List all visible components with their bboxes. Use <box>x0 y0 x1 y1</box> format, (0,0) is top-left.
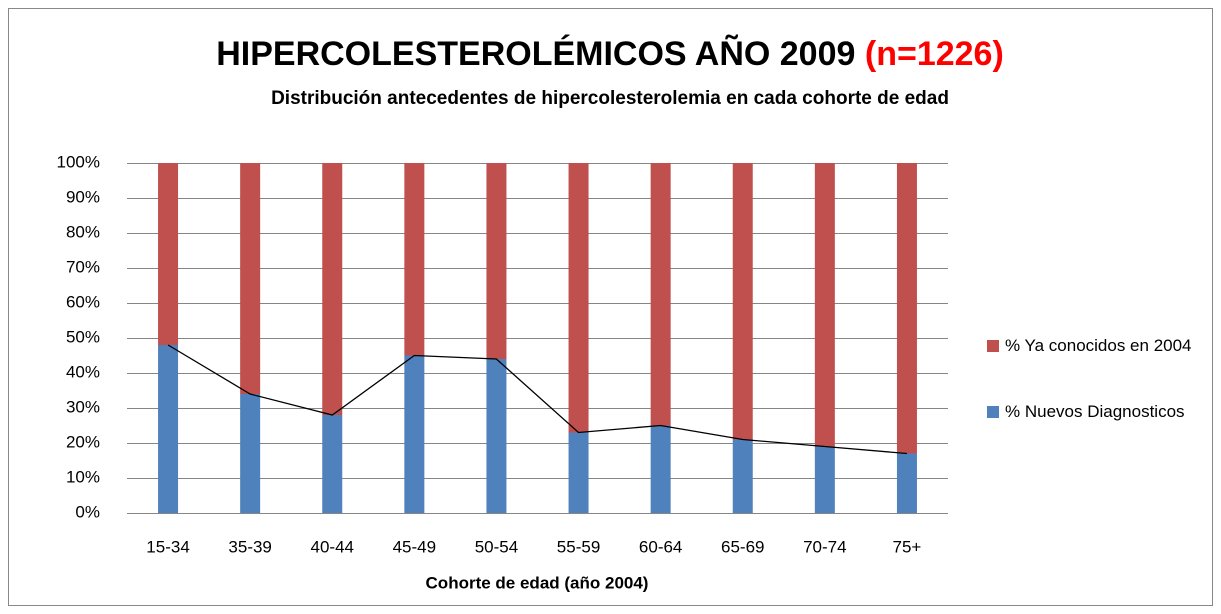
bar-segment <box>322 163 343 415</box>
x-tick-label: 15-34 <box>146 537 189 556</box>
x-tick-label: 55-59 <box>557 537 600 556</box>
bar-segment <box>240 394 261 513</box>
bar-segment <box>814 163 835 447</box>
x-tick-label: 45-49 <box>393 537 436 556</box>
bar-segment <box>240 163 261 394</box>
bar-segment <box>650 425 671 513</box>
bar-segment <box>732 439 753 513</box>
legend-swatch <box>987 340 999 352</box>
bar-segment <box>404 355 425 513</box>
x-tick-label: 60-64 <box>639 537 682 556</box>
y-tick-label: 70% <box>66 257 100 276</box>
x-tick-label: 35-39 <box>228 537 271 556</box>
bar-segment <box>486 163 507 359</box>
chart-title-group: HIPERCOLESTEROLÉMICOS AÑO 2009 (n=1226) <box>216 35 1004 73</box>
bar-segment <box>404 163 425 356</box>
bar-segment <box>896 453 917 513</box>
chart-border <box>8 8 1213 606</box>
bar-segment <box>814 446 835 513</box>
legend-swatch <box>987 406 999 418</box>
y-tick-label: 40% <box>66 362 100 381</box>
trend-line <box>167 344 907 455</box>
x-tick-label: 65-69 <box>721 537 764 556</box>
y-tick-label: 10% <box>66 467 100 486</box>
y-tick-label: 50% <box>66 327 100 346</box>
y-tick-label: 100% <box>57 152 100 171</box>
bar-segment <box>322 415 343 513</box>
bar-segment <box>650 163 671 426</box>
x-tick-label: 75+ <box>893 537 922 556</box>
chart-subtitle: Distribución antecedentes de hipercolest… <box>271 88 949 109</box>
bar-segment <box>568 432 589 513</box>
chart-title-note: (n=1226) <box>865 35 1004 73</box>
legend-label: % Nuevos Diagnosticos <box>1005 402 1185 421</box>
y-tick-label: 80% <box>66 222 100 241</box>
bar-segment <box>568 163 589 433</box>
legend-label: % Ya conocidos en 2004 <box>1005 336 1192 355</box>
x-tick-label: 70-74 <box>803 537 846 556</box>
bar-segment <box>732 163 753 440</box>
x-tick-label: 40-44 <box>311 537 354 556</box>
y-tick-label: 30% <box>66 397 100 416</box>
bar-segment <box>158 163 179 345</box>
chart-title: HIPERCOLESTEROLÉMICOS AÑO 2009 <box>216 35 855 73</box>
bar-segment <box>158 345 179 513</box>
bar-segment <box>486 359 507 513</box>
y-tick-label: 0% <box>75 502 100 521</box>
bar-segment <box>896 163 917 454</box>
y-tick-label: 20% <box>66 432 100 451</box>
y-tick-label: 90% <box>66 187 100 206</box>
x-tick-label: 50-54 <box>475 537 518 556</box>
x-axis-label: Cohorte de edad (año 2004) <box>426 573 649 592</box>
y-tick-label: 60% <box>66 292 100 311</box>
